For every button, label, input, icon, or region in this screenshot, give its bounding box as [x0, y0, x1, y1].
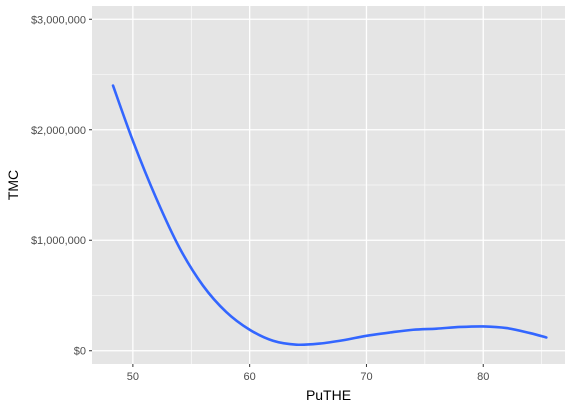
x-axis-title: PuTHE	[306, 387, 351, 403]
y-tick-label: $1,000,000	[31, 235, 86, 247]
y-axis-ticks: $0 $1,000,000 $2,000,000 $3,000,000	[31, 14, 92, 358]
major-gridlines	[92, 6, 565, 364]
minor-gridlines	[92, 6, 565, 364]
smooth-line	[111, 84, 548, 347]
y-tick-label: $2,000,000	[31, 125, 86, 137]
y-axis-title: TMC	[5, 170, 21, 200]
y-tick-label: $0	[74, 346, 86, 358]
x-tick-label: 50	[127, 371, 139, 383]
x-axis-ticks: 50 60 70 80	[127, 364, 489, 383]
x-tick-label: 80	[477, 371, 489, 383]
x-tick-label: 70	[360, 371, 372, 383]
x-tick-label: 60	[244, 371, 256, 383]
y-tick-label: $3,000,000	[31, 14, 86, 26]
